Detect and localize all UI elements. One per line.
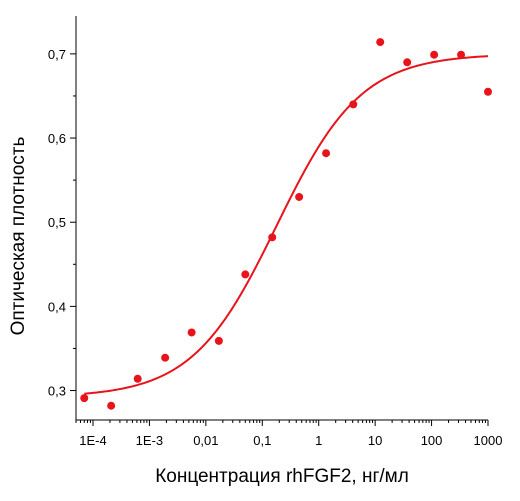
y-tick-label: 0,5 (48, 215, 66, 230)
data-point (349, 100, 358, 109)
x-tick-label: 1 (315, 433, 322, 448)
axes (75, 16, 488, 421)
data-point (430, 50, 439, 59)
data-point (161, 353, 170, 362)
fit-curve (84, 55, 489, 395)
y-tick-label: 0,6 (48, 131, 66, 146)
data-point (457, 50, 466, 59)
y-tick-label: 0,7 (48, 47, 66, 62)
data-point (484, 87, 492, 96)
data-point (376, 38, 385, 47)
x-tick-label: 100 (421, 433, 443, 448)
tick-labels: 1E-4 1E-3 0,01 0,1 1 10 100 1000 0,3 0,4 0,5 0,6 0,7 (48, 47, 503, 448)
y-axis-title: Оптическая плотность (8, 136, 29, 335)
x-axis-title: Концентрация rhFGF2, нг/мл (155, 466, 409, 487)
x-tick-label: 1E-4 (79, 433, 106, 448)
y-tick-label: 0,4 (48, 299, 66, 314)
x-tick-label: 0,01 (193, 433, 218, 448)
data-point (268, 233, 277, 242)
ticks (70, 53, 489, 426)
data-point (322, 149, 331, 158)
data-point (133, 374, 142, 383)
x-tick-label: 1000 (474, 433, 503, 448)
data-point (107, 401, 116, 410)
data-point (214, 336, 223, 345)
data-point (295, 192, 304, 201)
x-tick-label: 10 (368, 433, 382, 448)
data-point (80, 394, 89, 403)
data-point (403, 58, 412, 67)
data-point (241, 270, 250, 279)
x-tick-label: 1E-3 (136, 433, 163, 448)
data-points (80, 38, 492, 410)
x-tick-label: 0,1 (253, 433, 271, 448)
y-tick-label: 0,3 (48, 384, 66, 399)
data-point (187, 328, 196, 337)
